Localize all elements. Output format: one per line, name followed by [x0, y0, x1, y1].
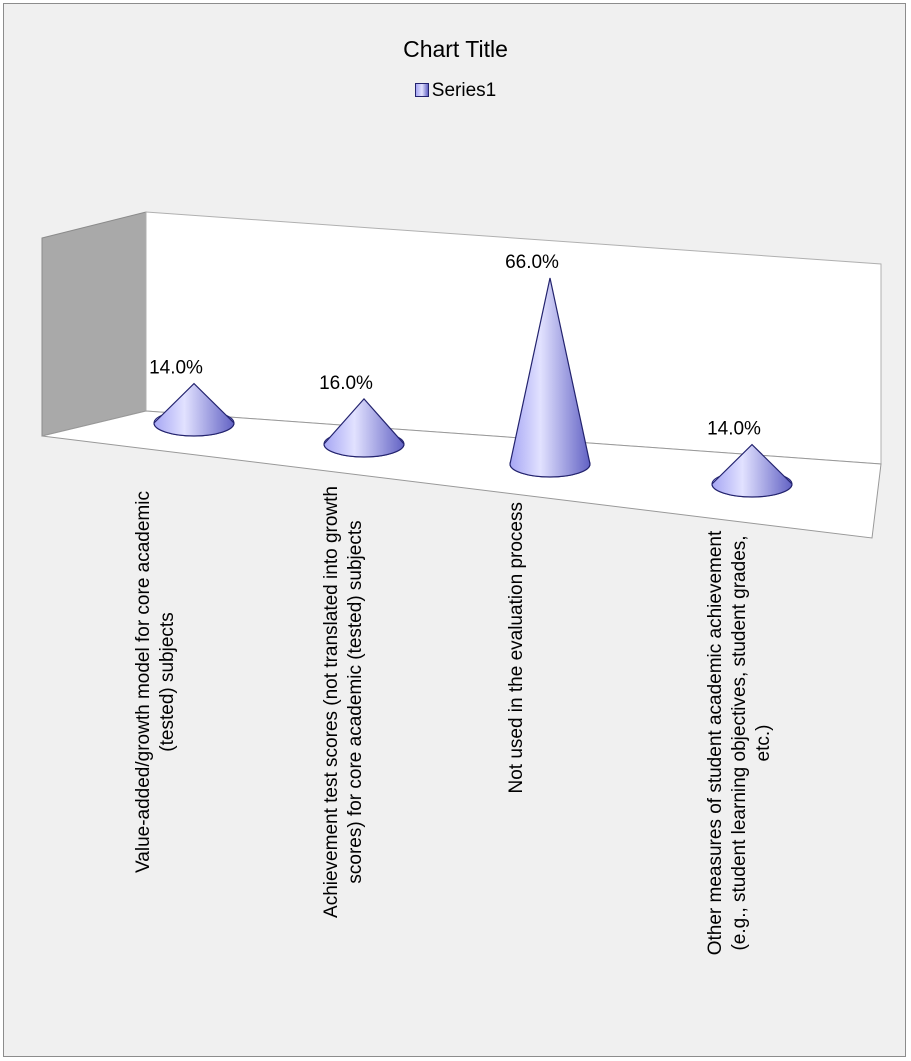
cone-body-2: [323, 398, 405, 458]
cone-body-3: [509, 277, 591, 478]
cone-4: [711, 443, 793, 498]
cone-1: [153, 382, 235, 437]
cone-body-4: [711, 443, 793, 498]
category-label-text-2: Achievement test scores (not translated …: [321, 486, 366, 918]
cone-body-1: [153, 382, 235, 437]
chart-title: Chart Title: [403, 36, 508, 62]
cone-3: [509, 277, 591, 478]
legend-label-series1: Series1: [431, 80, 497, 101]
data-label-2: 16.0%: [319, 373, 373, 394]
chart-area: Chart Title Series1 14.0% 16.0% 66.0% 14.0%…: [3, 3, 906, 1057]
data-label-1: 14.0%: [149, 358, 203, 379]
cone-2: [323, 398, 405, 458]
side-wall: [41, 211, 147, 437]
category-label-4: Other measures of student academic achie…: [680, 523, 800, 1043]
legend: Series1: [4, 80, 907, 102]
plot-area: 14.0% 16.0% 66.0% 14.0%: [41, 211, 882, 539]
category-label-text-1: Value-added/growth model for core academ…: [133, 491, 178, 873]
data-label-3: 66.0%: [505, 252, 559, 273]
category-label-2: Achievement test scores (not translated …: [284, 482, 404, 1002]
legend-swatch-series1: [414, 83, 429, 97]
floor: [41, 410, 882, 539]
category-label-1: Value-added/growth model for core academ…: [96, 462, 216, 982]
data-label-4: 14.0%: [707, 419, 761, 440]
category-label-text-3: Not used in the evaluation process: [506, 502, 528, 794]
category-label-text-4: Other measures of student academic achie…: [705, 530, 774, 956]
category-label-3: Not used in the evaluation process: [457, 502, 577, 1022]
